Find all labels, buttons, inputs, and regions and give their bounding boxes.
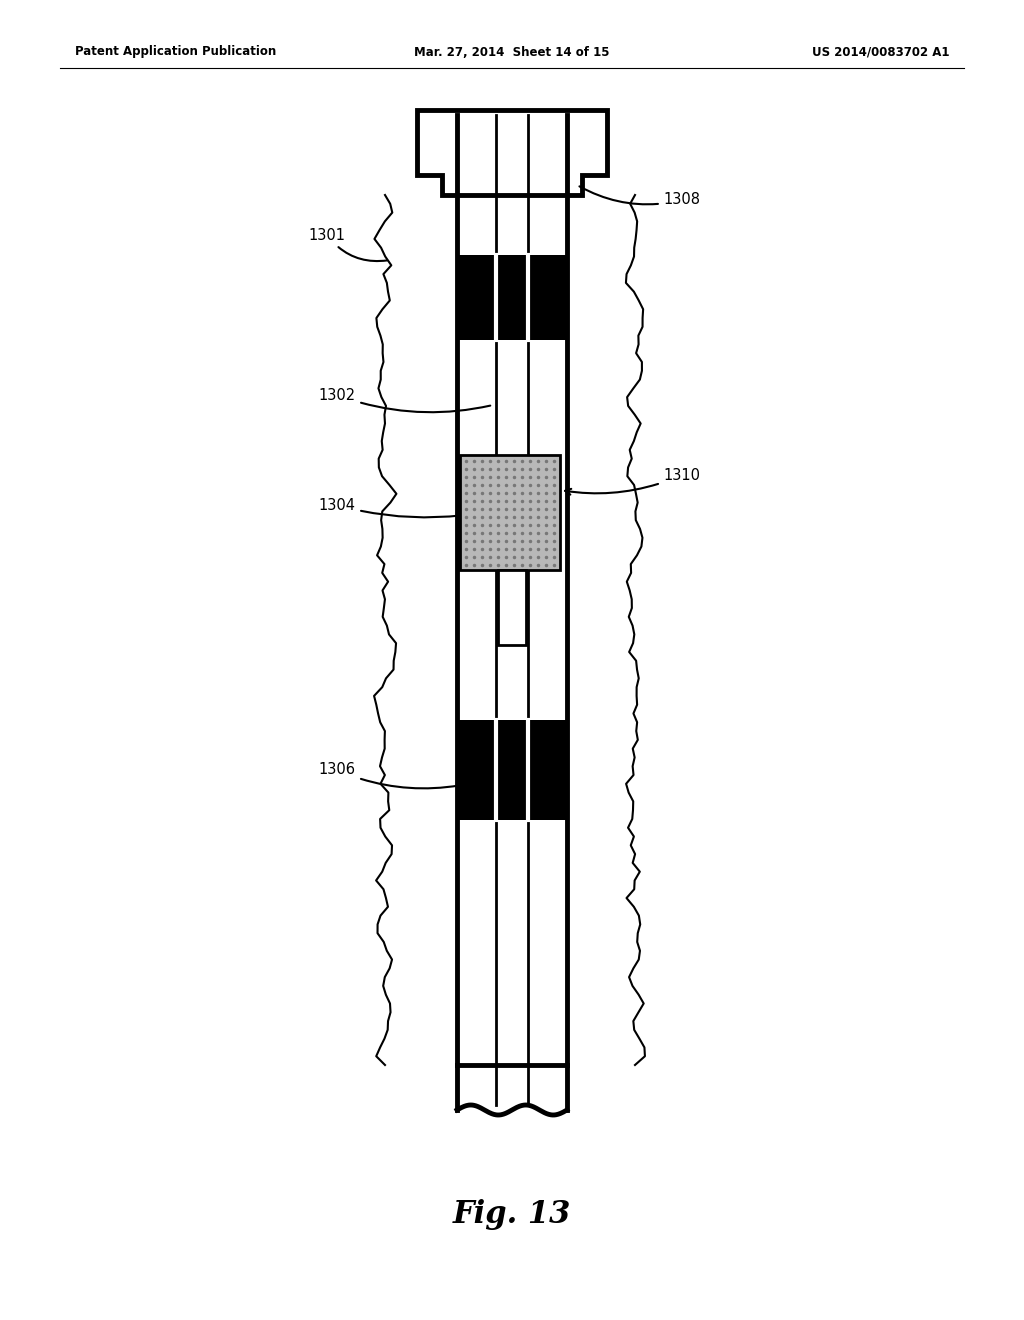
Text: Mar. 27, 2014  Sheet 14 of 15: Mar. 27, 2014 Sheet 14 of 15 xyxy=(415,45,609,58)
Bar xyxy=(457,719,567,820)
Polygon shape xyxy=(417,110,607,195)
Bar xyxy=(457,255,567,341)
Text: 1308: 1308 xyxy=(580,186,700,207)
Text: 1306: 1306 xyxy=(318,763,459,788)
Text: 1301: 1301 xyxy=(308,227,387,261)
Text: 1310: 1310 xyxy=(565,467,700,495)
Text: 1302: 1302 xyxy=(318,388,490,412)
Text: Fig. 13: Fig. 13 xyxy=(453,1200,571,1230)
Text: 1304: 1304 xyxy=(318,498,462,517)
Bar xyxy=(498,570,526,645)
Text: US 2014/0083702 A1: US 2014/0083702 A1 xyxy=(812,45,950,58)
Bar xyxy=(457,195,567,1065)
Text: Patent Application Publication: Patent Application Publication xyxy=(75,45,276,58)
Bar xyxy=(460,455,560,570)
